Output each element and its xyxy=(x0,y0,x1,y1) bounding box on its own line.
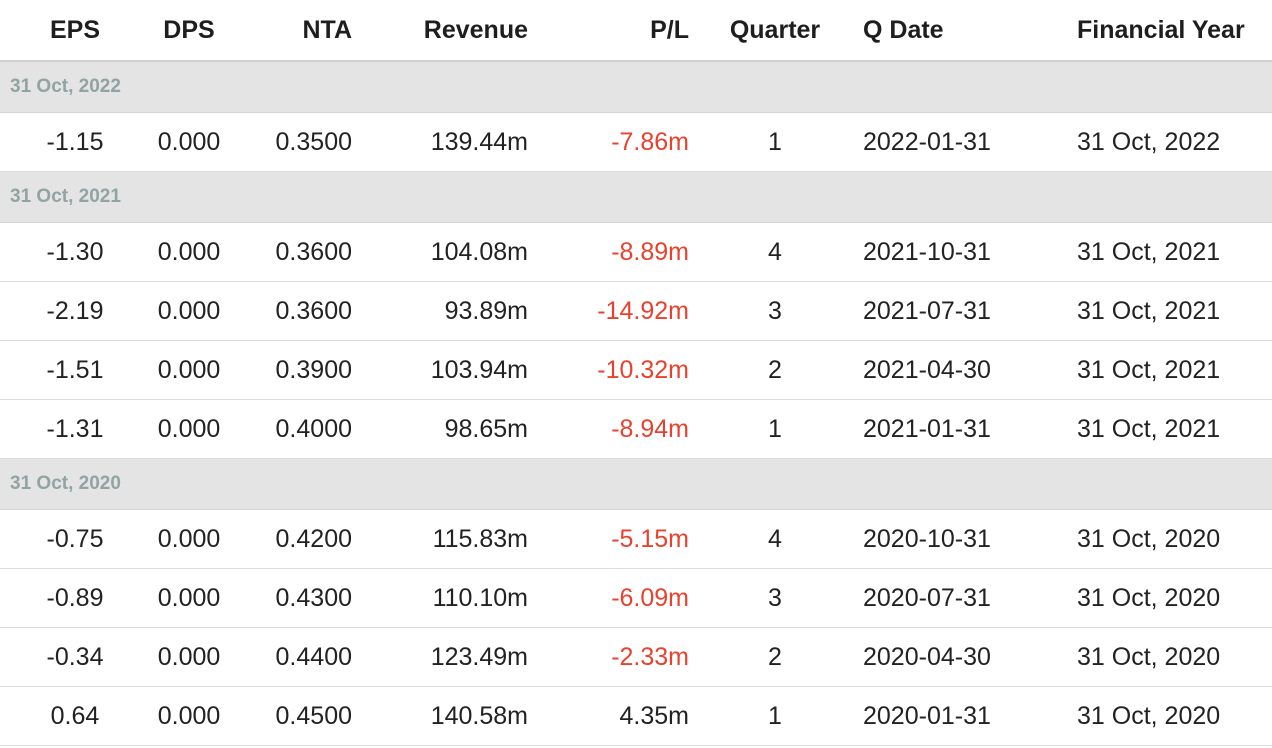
table-row: -0.75 0.000 0.4200 115.83m -5.15m 4 2020-10-31… xyxy=(0,510,1272,569)
column-header-nta[interactable]: NTA xyxy=(302,15,352,44)
table-body: 31 Oct, 2022 -1.15 0.000 0.3500 139.44m -7.86… xyxy=(0,62,1272,746)
table-header-row: EPS DPS NTA Revenue P/L Quarter Q Date F… xyxy=(0,0,1272,62)
group-label: 31 Oct, 2021 xyxy=(10,186,121,207)
quarter-cell: 4 xyxy=(768,524,782,553)
table-row: -2.19 0.000 0.3600 93.89m -14.92m 3 2021-07-31… xyxy=(0,282,1272,341)
nta-cell: 0.3500 xyxy=(275,127,352,156)
pl-cell: -14.92m xyxy=(597,296,689,325)
table-row: -1.31 0.000 0.4000 98.65m -8.94m 1 2021-01-31 3… xyxy=(0,400,1272,459)
group-header-row: 31 Oct, 2022 xyxy=(0,62,1272,113)
group-header-row: 31 Oct, 2020 xyxy=(0,459,1272,510)
eps-cell: -2.19 xyxy=(46,296,104,325)
eps-cell: -0.34 xyxy=(46,642,104,671)
q-date-cell: 2021-01-31 xyxy=(863,414,991,443)
financial-year-cell: 31 Oct, 2021 xyxy=(1077,237,1221,266)
column-header-dps[interactable]: DPS xyxy=(163,15,215,44)
financial-year-cell: 31 Oct, 2020 xyxy=(1077,524,1221,553)
dps-cell: 0.000 xyxy=(157,642,221,671)
financial-year-cell: 31 Oct, 2020 xyxy=(1077,583,1221,612)
dps-cell: 0.000 xyxy=(157,127,221,156)
financial-year-cell: 31 Oct, 2022 xyxy=(1077,127,1221,156)
nta-cell: 0.4200 xyxy=(275,524,352,553)
revenue-cell: 123.49m xyxy=(430,642,528,671)
group-label: 31 Oct, 2020 xyxy=(10,473,121,494)
column-header-eps[interactable]: EPS xyxy=(49,15,101,44)
pl-cell: -6.09m xyxy=(611,583,689,612)
nta-cell: 0.4400 xyxy=(275,642,352,671)
q-date-cell: 2021-07-31 xyxy=(863,296,991,325)
nta-cell: 0.3600 xyxy=(275,296,352,325)
table-row: 0.64 0.000 0.4500 140.58m 4.35m 1 2020-01-31 31… xyxy=(0,687,1272,746)
revenue-cell: 104.08m xyxy=(430,237,528,266)
q-date-cell: 2021-04-30 xyxy=(863,355,991,384)
pl-cell: -2.33m xyxy=(611,642,689,671)
eps-cell: 0.64 xyxy=(50,701,100,730)
column-header-q-date[interactable]: Q Date xyxy=(863,15,944,44)
quarter-cell: 1 xyxy=(768,414,782,443)
eps-cell: -1.51 xyxy=(46,355,104,384)
revenue-cell: 115.83m xyxy=(432,524,528,553)
pl-cell: -10.32m xyxy=(597,355,689,384)
quarter-cell: 1 xyxy=(768,701,782,730)
pl-cell: -8.89m xyxy=(611,237,689,266)
financial-year-cell: 31 Oct, 2021 xyxy=(1077,414,1221,443)
group-label: 31 Oct, 2022 xyxy=(10,76,121,97)
nta-cell: 0.4000 xyxy=(275,414,352,443)
nta-cell: 0.3600 xyxy=(275,237,352,266)
quarter-cell: 4 xyxy=(768,237,782,266)
financial-year-cell: 31 Oct, 2021 xyxy=(1077,355,1221,384)
revenue-cell: 103.94m xyxy=(430,355,528,384)
revenue-cell: 93.89m xyxy=(444,296,528,325)
quarter-cell: 3 xyxy=(768,296,782,325)
quarter-cell: 2 xyxy=(768,355,782,384)
quarter-cell: 1 xyxy=(768,127,782,156)
table-row: -1.51 0.000 0.3900 103.94m -10.32m 2 2021-04-3… xyxy=(0,341,1272,400)
table-row: -0.34 0.000 0.4400 123.49m -2.33m 2 2020-04-30… xyxy=(0,628,1272,687)
quarter-cell: 2 xyxy=(768,642,782,671)
revenue-cell: 98.65m xyxy=(444,414,528,443)
pl-cell: -7.86m xyxy=(611,127,689,156)
eps-cell: -1.30 xyxy=(46,237,104,266)
quarter-cell: 3 xyxy=(768,583,782,612)
financial-year-cell: 31 Oct, 2020 xyxy=(1077,701,1221,730)
dps-cell: 0.000 xyxy=(157,237,221,266)
eps-cell: -1.15 xyxy=(46,127,104,156)
revenue-cell: 110.10m xyxy=(432,583,528,612)
dps-cell: 0.000 xyxy=(157,583,221,612)
dps-cell: 0.000 xyxy=(157,414,221,443)
nta-cell: 0.4500 xyxy=(275,701,352,730)
pl-cell: -8.94m xyxy=(611,414,689,443)
column-header-revenue[interactable]: Revenue xyxy=(423,15,528,44)
revenue-cell: 140.58m xyxy=(430,701,528,730)
group-header-row: 31 Oct, 2021 xyxy=(0,172,1272,223)
column-header-quarter[interactable]: Quarter xyxy=(729,15,821,44)
table-row: -1.15 0.000 0.3500 139.44m -7.86m 1 2022-01-31… xyxy=(0,113,1272,172)
nta-cell: 0.3900 xyxy=(275,355,352,384)
table-row: -0.89 0.000 0.4300 110.10m -6.09m 3 2020-07-31… xyxy=(0,569,1272,628)
eps-cell: -0.89 xyxy=(46,583,104,612)
q-date-cell: 2020-01-31 xyxy=(863,701,991,730)
column-header-pl[interactable]: P/L xyxy=(650,15,689,44)
dps-cell: 0.000 xyxy=(157,296,221,325)
eps-cell: -0.75 xyxy=(46,524,104,553)
pl-cell: -5.15m xyxy=(611,524,689,553)
eps-cell: -1.31 xyxy=(46,414,104,443)
q-date-cell: 2020-04-30 xyxy=(863,642,991,671)
dps-cell: 0.000 xyxy=(157,355,221,384)
dps-cell: 0.000 xyxy=(157,524,221,553)
nta-cell: 0.4300 xyxy=(275,583,352,612)
table-row: -1.30 0.000 0.3600 104.08m -8.89m 4 2021-10-31… xyxy=(0,223,1272,282)
pl-cell: 4.35m xyxy=(619,701,689,730)
q-date-cell: 2022-01-31 xyxy=(863,127,991,156)
financial-year-cell: 31 Oct, 2021 xyxy=(1077,296,1221,325)
financial-year-cell: 31 Oct, 2020 xyxy=(1077,642,1221,671)
q-date-cell: 2020-10-31 xyxy=(863,524,991,553)
column-header-financial-year[interactable]: Financial Year xyxy=(1077,15,1245,44)
q-date-cell: 2020-07-31 xyxy=(863,583,991,612)
revenue-cell: 139.44m xyxy=(430,127,528,156)
q-date-cell: 2021-10-31 xyxy=(863,237,991,266)
dps-cell: 0.000 xyxy=(157,701,221,730)
